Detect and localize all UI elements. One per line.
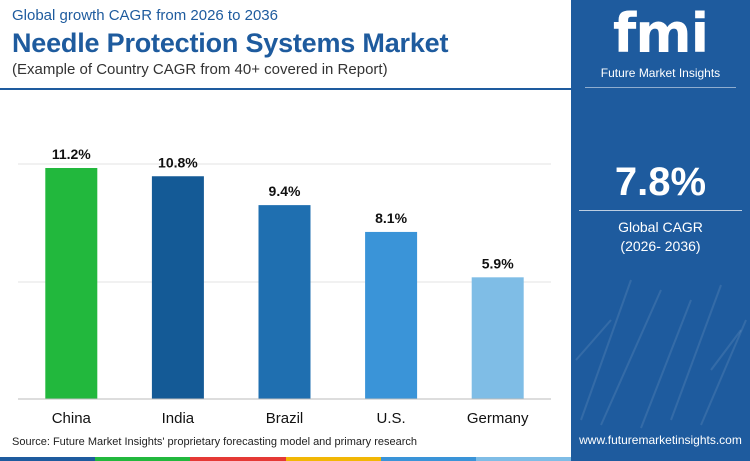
cagr-divider — [579, 210, 742, 211]
x-tick-label: China — [52, 410, 92, 427]
data-label: 11.2% — [52, 146, 91, 162]
bar-india — [151, 176, 204, 399]
header-divider — [0, 88, 571, 90]
bar-germany — [471, 277, 524, 399]
logo-wordmark: fmi — [612, 2, 709, 65]
footer-color-segment — [475, 457, 572, 461]
footer-color-segment — [380, 457, 476, 461]
logo-divider — [585, 87, 736, 88]
website-url[interactable]: www.futuremarketinsights.com — [579, 433, 742, 447]
bar-china — [45, 168, 98, 399]
bar-brazil — [258, 205, 311, 399]
x-tick-label: Brazil — [266, 410, 304, 427]
data-label: 5.9% — [482, 255, 514, 271]
chart-subtitle: (Example of Country CAGR from 40+ covere… — [12, 61, 388, 78]
logo-subtitle: Future Market Insights — [600, 66, 721, 80]
x-tick-label: Germany — [467, 410, 529, 427]
chart-supertitle: Global growth CAGR from 2026 to 2036 — [12, 7, 278, 24]
x-tick-label: U.S. — [377, 410, 406, 427]
data-label: 9.4% — [269, 183, 301, 199]
footer-color-segment — [285, 457, 381, 461]
global-cagr-period: (2026- 2036) — [620, 238, 701, 254]
side-panel: fmi Future Market Insights 7.8% Global C… — [571, 0, 750, 461]
data-label: 10.8% — [158, 154, 198, 170]
chart-title: Needle Protection Systems Market — [12, 28, 449, 58]
bar-us — [365, 231, 418, 399]
footer-color-bar — [0, 457, 572, 461]
x-tick-label: India — [162, 410, 195, 427]
bar-chart: 11.2% China 10.8% India 9.4% Brazil 8.1% U.S. 5.… — [18, 146, 551, 427]
data-label: 8.1% — [375, 210, 407, 226]
chart-header: Global growth CAGR from 2026 to 2036 Nee… — [12, 6, 572, 80]
decorative-texture — [575, 279, 747, 429]
source-note: Source: Future Market Insights' propriet… — [12, 436, 417, 448]
footer-color-segment — [190, 457, 286, 461]
footer-color-segment — [0, 457, 96, 461]
footer-color-segment — [95, 457, 191, 461]
global-cagr-label: Global CAGR — [618, 219, 703, 235]
fmi-logo: fmi Future Market Insights — [571, 0, 750, 95]
global-cagr-value: 7.8% — [614, 160, 707, 204]
